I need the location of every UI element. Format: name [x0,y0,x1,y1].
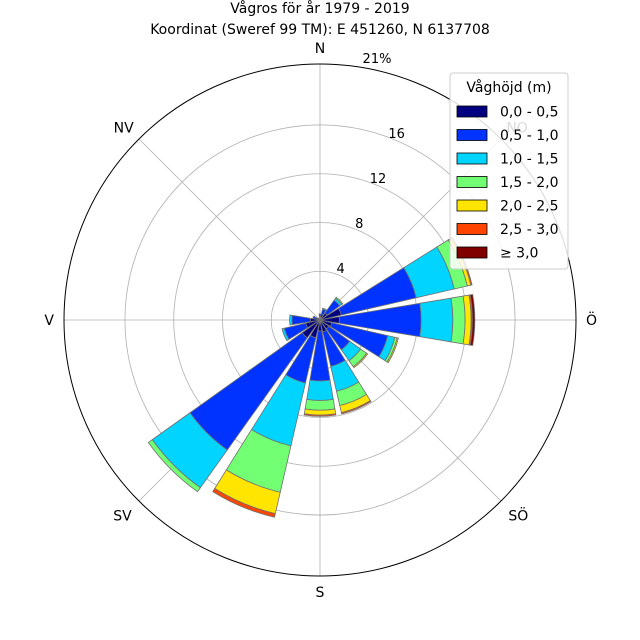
legend-swatch-5 [456,223,488,235]
radial-tick-8: 8 [355,217,363,232]
legend-label-0: 0,0 - 0,5 [500,105,558,121]
petal-sector15-bin0 [318,318,321,321]
petal-sector11-bin2 [281,327,290,342]
petal-sector1-bin2 [321,307,328,312]
radial-tick-16: 16 [388,127,405,142]
petal-sector9-bin5 [212,487,276,518]
chart-title-line2: Koordinat (Sweref 99 TM): E 451260, N 61… [150,22,490,38]
radial-tick-12: 12 [370,172,387,187]
radial-tick-labels: 4 8 12 16 [337,127,405,277]
polar-grid [63,63,577,577]
outer-circle [63,63,577,577]
petal-sector6-bin4 [352,352,369,369]
petal-sector2-bin3 [335,296,344,305]
legend-entries: 0,0 - 0,5 0,5 - 1,0 1,0 - 1,5 1,5 - 2,0 2,0 … [456,105,558,262]
legend: Våghöjd (m) 0,0 - 0,5 0,5 - 1,0 1,0 - 1,5 1… [449,72,569,270]
direction-label-NV: NV [114,121,134,137]
legend-box [449,72,569,270]
legend-title: Våghöjd (m) [466,79,551,96]
legend-label-1: 0,5 - 1,0 [500,128,558,144]
petal-sector4-bin6 [469,293,476,347]
rose-petals [147,236,476,518]
legend-swatch-2 [456,152,488,165]
petal-sector13-bin1 [312,315,317,320]
direction-label-SÖ: SÖ [508,506,528,524]
petal-sector4-bin2 [419,297,454,343]
petal-sector8-bin2 [306,379,334,401]
petal-sector5-bin4 [386,337,399,364]
petal-sector8-bin5 [303,413,337,417]
legend-swatch-3 [456,176,488,188]
radial-tick-4: 4 [337,262,345,277]
direction-label-SV: SV [113,508,132,524]
direction-label-V: V [44,313,54,329]
petal-sector12-bin2 [289,314,293,326]
legend-swatch-0 [456,105,488,118]
petal-sector10-bin3 [147,439,201,493]
legend-label-4: 2,0 - 2,5 [500,199,558,215]
petal-sector4-bin3 [450,295,466,345]
legend-swatch-4 [456,199,488,212]
direction-label-Ö: Ö [586,311,597,329]
petal-sector7-bin5 [340,400,372,415]
legend-label-3: 1,5 - 2,0 [500,175,558,191]
rmax-label: 21% [363,52,392,67]
grid-spoke [138,138,321,321]
chart-title-line1: Vågros för år 1979 - 2019 [230,0,409,17]
petal-sector8-bin3 [304,398,336,411]
direction-label-S: S [316,585,325,601]
legend-swatch-1 [456,129,488,141]
legend-label-6: ≥ 3,0 [500,246,538,262]
legend-swatch-6 [456,246,488,259]
legend-label-2: 1,0 - 1,5 [500,152,558,168]
direction-label-N: N [315,41,325,57]
legend-label-5: 2,5 - 3,0 [500,222,558,238]
